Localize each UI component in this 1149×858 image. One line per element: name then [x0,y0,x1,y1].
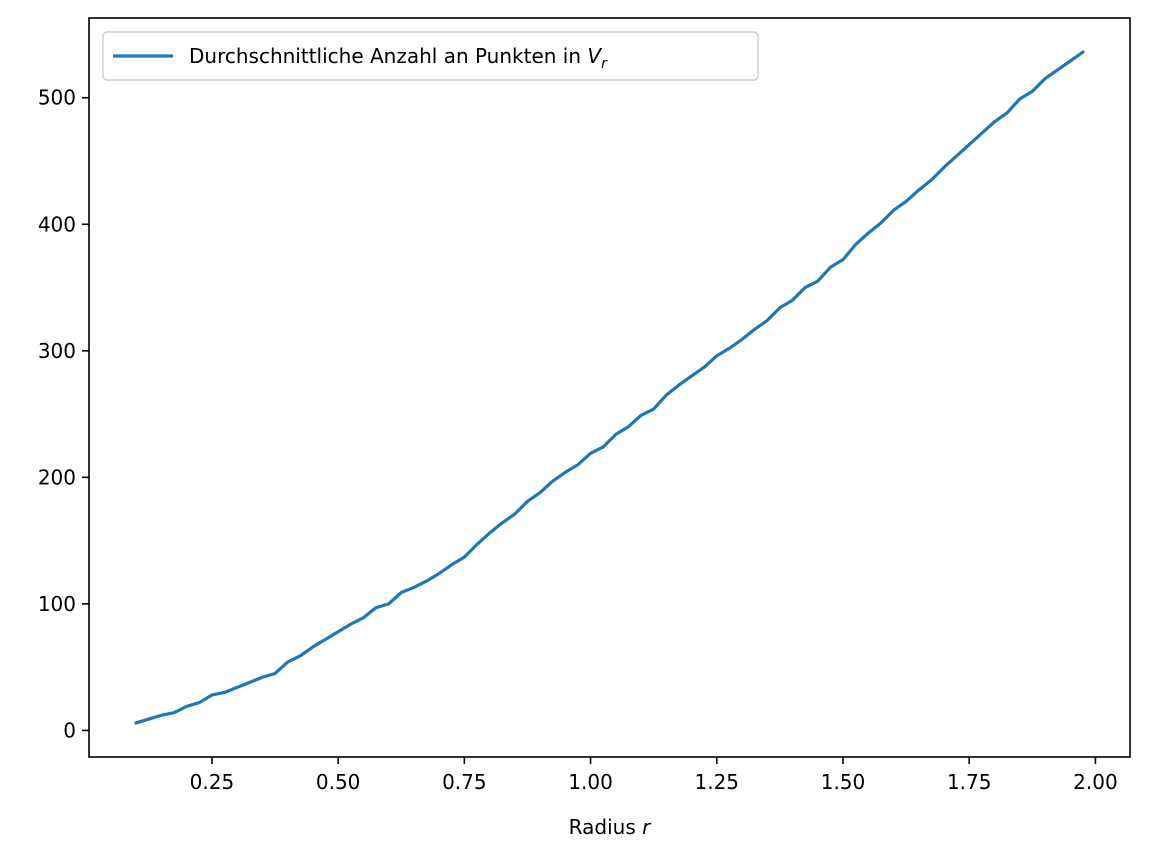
x-tick-label: 0.75 [442,770,487,794]
legend-box [102,31,759,81]
y-tick-label: 400 [38,212,76,236]
x-axis-label: Radius r [569,815,652,839]
legend-entry-math-subscript: r [601,56,608,72]
plot-area [134,49,1086,725]
y-axis-ticks: 0 100 200 300 400 500 [38,86,89,742]
x-tick-label: 1.75 [947,770,992,794]
legend-entry-label: Durchschnittliche Anzahl an Punkten in V… [189,44,608,72]
legend-entry-text: Durchschnittliche Anzahl an Punkten in [189,44,581,68]
y-tick-label: 100 [38,592,76,616]
y-tick-label: 300 [38,339,76,363]
x-tick-label: 2.00 [1073,770,1118,794]
x-axis-ticks: 0.25 0.50 0.75 1.00 1.25 1.50 1.75 2.00 [190,757,1118,794]
axes-frame [88,17,1131,758]
legend: Durchschnittliche Anzahl an Punkten in V… [102,31,759,81]
series-line-0 [134,49,1086,725]
x-tick-label: 1.25 [695,770,740,794]
x-tick-label: 0.50 [316,770,361,794]
x-tick-label: 1.50 [821,770,866,794]
legend-entry-math: V [587,44,602,68]
x-axis-label-text: Radius [569,815,636,839]
y-tick-label: 0 [63,718,76,742]
x-tick-label: 1.00 [568,770,613,794]
x-axis-label-variable: r [642,815,652,839]
x-tick-label: 0.25 [190,770,235,794]
y-tick-label: 500 [38,86,76,110]
y-tick-label: 200 [38,465,76,489]
